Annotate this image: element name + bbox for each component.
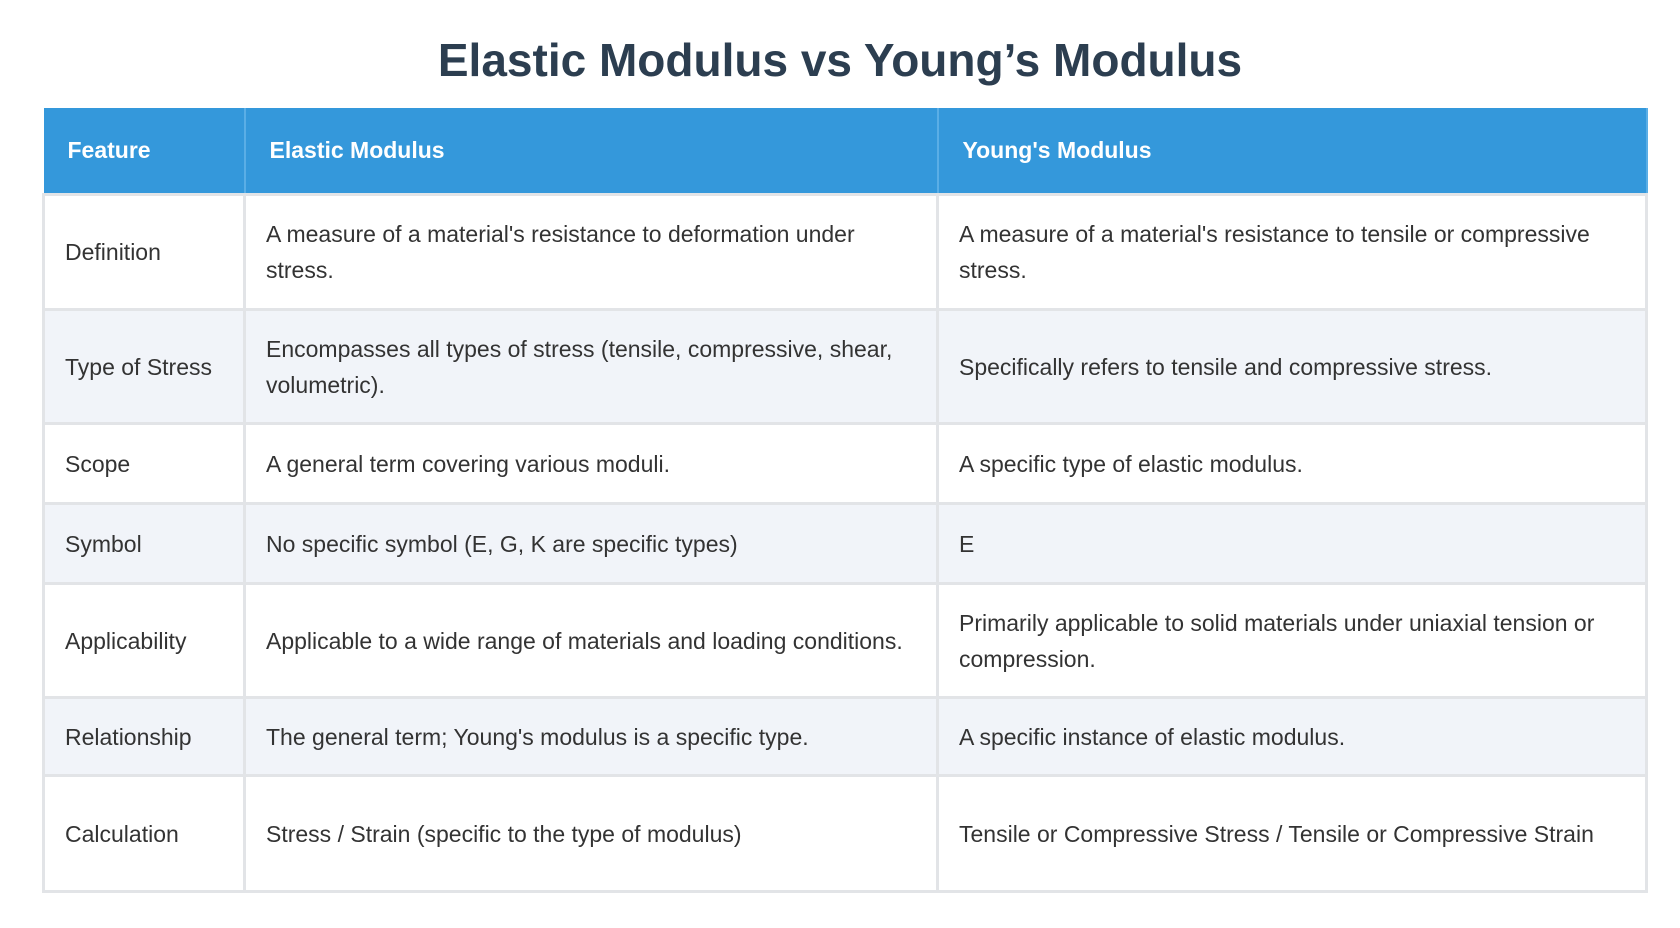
elastic-modulus-cell: A measure of a material's resistance to … xyxy=(243,193,939,311)
feature-cell: Symbol xyxy=(42,502,246,585)
header-youngs-modulus: Young's Modulus xyxy=(937,108,1648,195)
youngs-modulus-cell: Primarily applicable to solid materials … xyxy=(936,582,1648,699)
table-row: Scope A general term covering various mod… xyxy=(42,422,1648,505)
page-title: Elastic Modulus vs Young’s Modulus xyxy=(437,34,1243,86)
youngs-modulus-cell: A measure of a material's resistance to … xyxy=(936,193,1648,311)
table-row: Relationship The general term; Young's mo… xyxy=(42,696,1648,777)
elastic-modulus-cell: Stress / Strain (specific to the type of… xyxy=(243,774,939,893)
elastic-modulus-cell: Encompasses all types of stress (tensile… xyxy=(243,308,939,425)
elastic-modulus-cell: A general term covering various moduli. xyxy=(243,422,939,505)
header-elastic-modulus: Elastic Modulus xyxy=(244,108,939,195)
comparison-table: Feature Elastic Modulus Young's Modulus … xyxy=(42,108,1648,893)
youngs-modulus-cell: E xyxy=(936,502,1648,585)
table-row: Definition A measure of a material's resi… xyxy=(42,193,1648,311)
header-row: Feature Elastic Modulus Young's Modulus xyxy=(43,108,1648,195)
table-row: Calculation Stress / Strain (specific to … xyxy=(42,774,1648,893)
youngs-modulus-cell: A specific instance of elastic modulus. xyxy=(936,696,1648,777)
table-row: Symbol No specific symbol (E, G, K are sp… xyxy=(42,502,1648,585)
youngs-modulus-cell: Tensile or Compressive Stress / Tensile … xyxy=(936,774,1648,893)
elastic-modulus-cell: The general term; Young's modulus is a s… xyxy=(243,696,939,777)
header-feature: Feature xyxy=(43,108,246,195)
elastic-modulus-cell: No specific symbol (E, G, K are specific… xyxy=(243,502,939,585)
feature-cell: Applicability xyxy=(42,582,246,699)
table-row: Applicability Applicable to a wide range … xyxy=(42,582,1648,699)
feature-cell: Scope xyxy=(42,422,246,505)
youngs-modulus-cell: A specific type of elastic modulus. xyxy=(936,422,1648,505)
youngs-modulus-cell: Specifically refers to tensile and compr… xyxy=(936,308,1648,425)
feature-cell: Relationship xyxy=(42,696,246,777)
feature-cell: Calculation xyxy=(42,774,246,893)
table-row: Type of Stress Encompasses all types of s… xyxy=(42,308,1648,425)
elastic-modulus-cell: Applicable to a wide range of materials … xyxy=(243,582,939,699)
feature-cell: Type of Stress xyxy=(42,308,246,425)
feature-cell: Definition xyxy=(42,193,246,311)
